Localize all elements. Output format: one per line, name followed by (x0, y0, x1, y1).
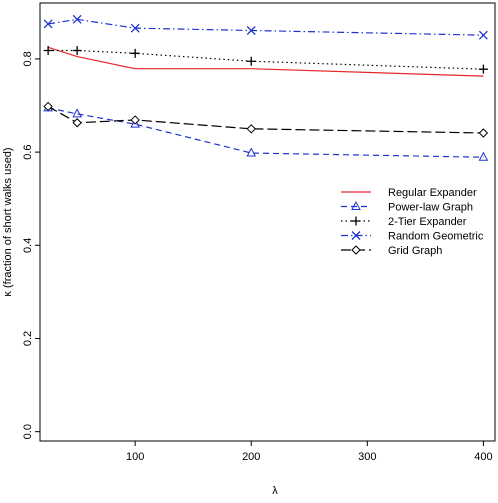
legend-item: Power-law Graph (341, 200, 473, 214)
data-point (246, 124, 256, 134)
data-point (130, 118, 141, 128)
legend-item: 2-Tier Expander (341, 216, 467, 228)
data-point (72, 108, 82, 118)
data-point (43, 19, 53, 29)
legend-label: Random Geometric (388, 231, 484, 243)
series-line (47, 46, 484, 77)
y-axis: 0.0 0.2 0.4 0.6 0.8 (22, 51, 40, 439)
y-tick-label: 0.0 (22, 424, 34, 439)
data-point (478, 30, 488, 40)
x-axis: 100 200 300 400 (126, 441, 493, 463)
y-tick-label: 0.6 (22, 144, 34, 159)
data-point (72, 14, 82, 24)
series-regular-expander (47, 46, 484, 77)
x-tick-label: 100 (126, 451, 144, 463)
series-layer (43, 14, 489, 161)
legend-label: 2-Tier Expander (388, 216, 467, 228)
legend-item: Grid Graph (341, 245, 442, 257)
legend-label: Power-law Graph (388, 202, 473, 214)
series-line (48, 18, 484, 36)
legend-marker (351, 216, 361, 226)
series-line (47, 105, 484, 134)
series-line (48, 107, 484, 158)
series-power-law-graph (43, 102, 489, 161)
plot-frame (39, 2, 496, 442)
legend-label: Grid Graph (388, 245, 442, 257)
y-tick-label: 0.8 (22, 51, 34, 66)
data-point (246, 26, 256, 35)
data-point (478, 151, 489, 161)
x-tick-label: 200 (242, 451, 260, 463)
legend-item: Random Geometric (341, 231, 484, 243)
legend-marker (351, 231, 361, 240)
series-random-geometric (43, 14, 488, 40)
y-axis-label: κ (fraction of short walks used) (2, 147, 14, 296)
data-point (72, 46, 82, 56)
legend-label: Regular Expander (388, 187, 477, 199)
legend-item: Regular Expander (341, 187, 477, 199)
data-point (72, 118, 82, 128)
data-point (43, 101, 53, 112)
data-point (246, 56, 256, 66)
data-point (478, 128, 489, 138)
data-point (246, 147, 257, 157)
data-point (130, 48, 140, 58)
series-line (48, 49, 484, 70)
data-point (478, 64, 488, 74)
data-point (130, 115, 140, 125)
x-tick-label: 400 (474, 451, 492, 463)
legend-marker (351, 200, 361, 210)
series-2-tier-expander (43, 46, 488, 74)
y-tick-label: 0.4 (22, 238, 34, 253)
data-point (130, 23, 140, 33)
legend: Regular Expander Power-law Graph 2-Tier Ex… (341, 187, 484, 257)
x-axis-label: λ (272, 485, 278, 497)
legend-marker (351, 245, 361, 255)
x-tick-label: 300 (358, 451, 376, 463)
data-point (43, 46, 53, 56)
series-grid-graph (43, 101, 489, 138)
y-tick-label: 0.2 (22, 331, 34, 346)
